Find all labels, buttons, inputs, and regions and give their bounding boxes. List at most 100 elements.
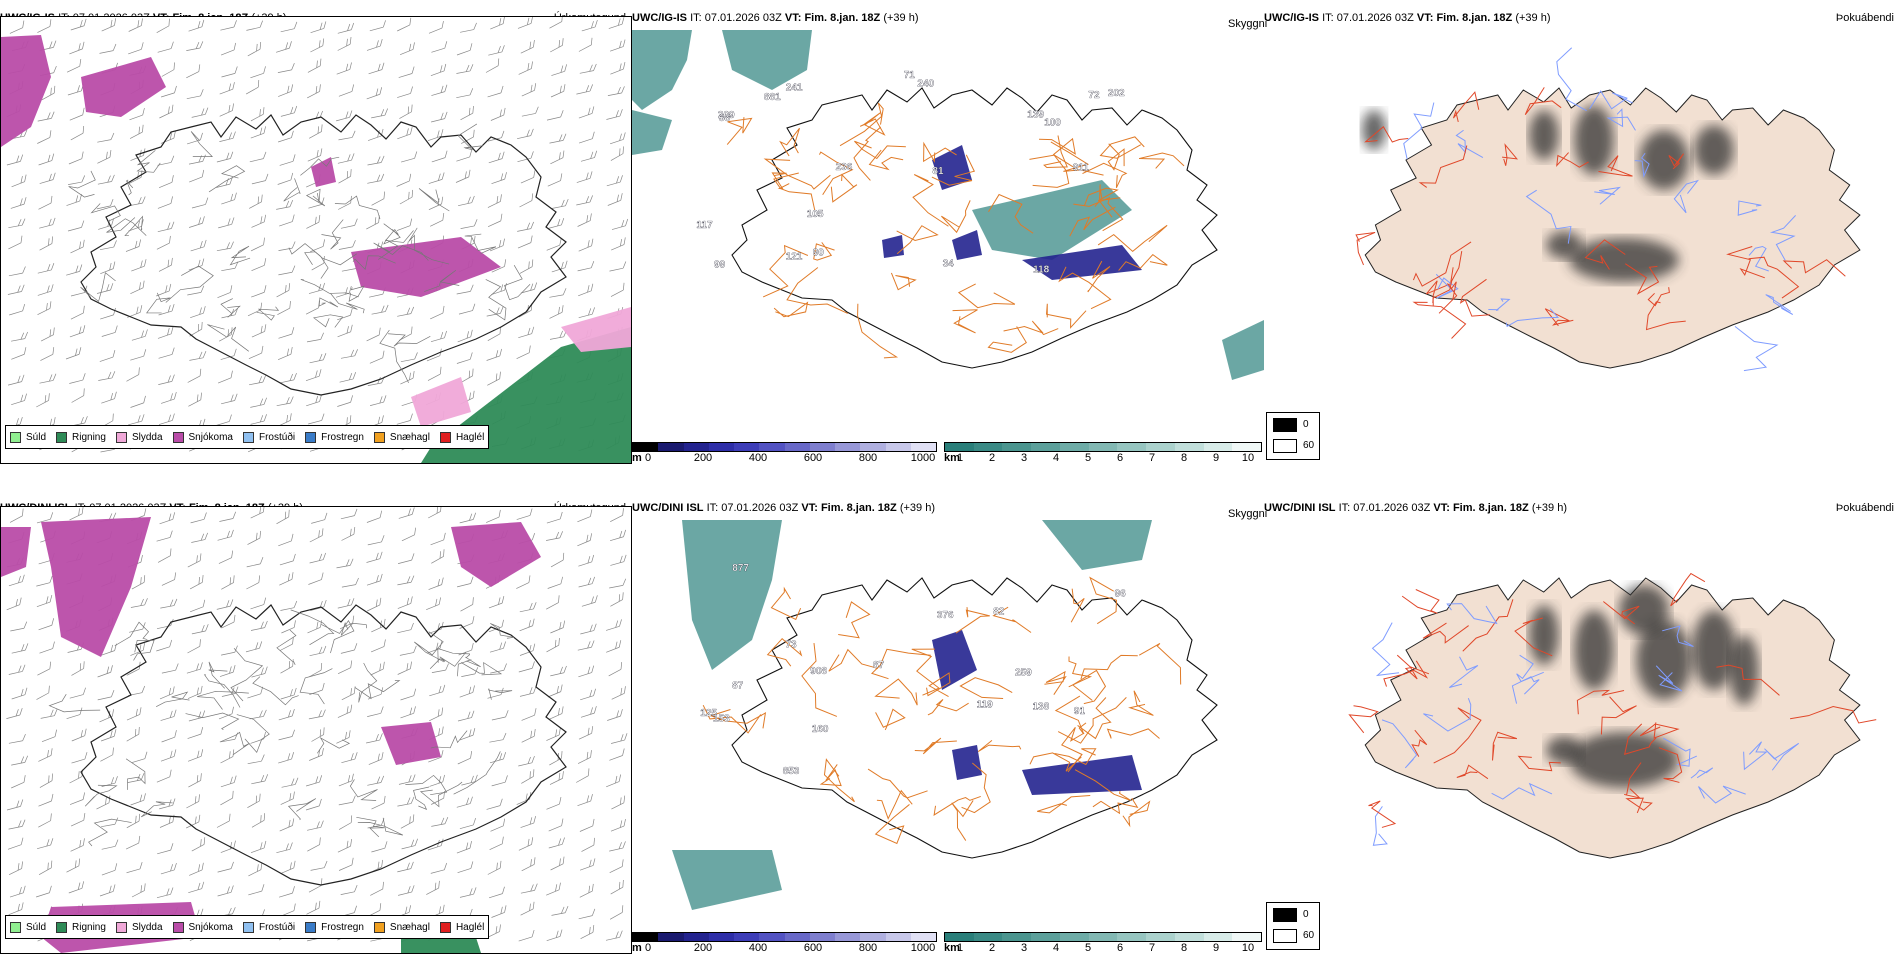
- road-line: [1348, 705, 1379, 734]
- river-line: [1446, 603, 1498, 625]
- road-line: [373, 242, 429, 261]
- precip-legend: Súld Rigning Slydda Snjókoma Frostúði Frostre…: [5, 425, 490, 449]
- colorbar-step: [885, 443, 911, 451]
- road-line: [786, 267, 848, 314]
- precip-area: [411, 377, 471, 427]
- road-line: [1625, 797, 1653, 814]
- visibility-value-label: 121: [786, 251, 803, 262]
- iceland-land: [1364, 87, 1861, 369]
- road-line: [870, 648, 931, 680]
- low-visibility-area: [722, 30, 812, 90]
- road-line: [68, 170, 96, 198]
- model-name: UWC/IG-IS: [1264, 12, 1319, 24]
- road-line: [383, 223, 414, 243]
- colorbar-step: [910, 933, 936, 941]
- road-line: [1576, 689, 1625, 715]
- visibility-map: 853 119 908 160 91 82 87 96 259 125 73 138 87 153 877 3…: [672, 520, 1218, 910]
- road-line: [1107, 143, 1125, 171]
- fog-area: [1529, 110, 1559, 160]
- river-line: [1505, 308, 1560, 328]
- road-line: [287, 798, 316, 821]
- road-line: [1556, 152, 1589, 168]
- panel-header: UWC/IG-IS IT: 07.01.2026 03Z VT: Fim. 8.…: [632, 12, 1264, 28]
- road-line: [485, 279, 507, 321]
- legend-label: Haglél: [455, 431, 485, 443]
- legend-swatch: [56, 921, 68, 933]
- colorbar-tick: 400: [748, 452, 768, 464]
- road-line: [1128, 690, 1154, 716]
- road-line: [923, 141, 957, 163]
- colorbar-gradient: [944, 442, 1262, 452]
- issue-time: 07.01.2026 03Z: [704, 12, 782, 24]
- road-line: [437, 648, 471, 663]
- road-line: [1790, 705, 1877, 724]
- model-name: UWC/DINI ISL: [1264, 502, 1336, 514]
- road-line: [874, 678, 918, 706]
- colorbar-step: [1146, 443, 1175, 451]
- road-line: [358, 662, 378, 703]
- visibility-value-label: 88: [719, 113, 731, 124]
- visibility-panel: UWC/DINI ISL IT: 07.01.2026 03Z VT: Fim.…: [632, 490, 1264, 960]
- river-line: [1511, 676, 1540, 704]
- road-line: [330, 293, 365, 314]
- colorbar-tick: 6: [1116, 942, 1124, 954]
- fog-key: 0 60: [1266, 902, 1320, 950]
- colorbar-tick: 7: [1148, 452, 1156, 464]
- colorbar-step: [734, 933, 760, 941]
- road-line: [854, 140, 906, 160]
- road-line: [1029, 752, 1082, 772]
- road-line: [340, 622, 367, 636]
- road-line: [114, 621, 150, 647]
- road-line: [1452, 91, 1480, 123]
- road-line: [1043, 135, 1068, 169]
- road-line: [952, 309, 978, 334]
- road-line: [951, 800, 974, 841]
- precip-map: Súld Rigning Slydda Snjókoma Frostúði Frostre…: [0, 504, 632, 954]
- colorbar-tick: 3: [1020, 942, 1028, 954]
- road-line: [702, 704, 762, 734]
- legend-label: Haglél: [455, 921, 485, 933]
- river-line: [1372, 806, 1388, 846]
- road-line: [830, 173, 858, 203]
- road-line: [1433, 707, 1482, 764]
- precip-type-panel: UWC/DINI ISL IT: 07.01.2026 03Z VT: Fim.…: [0, 490, 632, 960]
- low-visibility-area: [1042, 520, 1152, 570]
- colorbar-tick: 200: [693, 942, 713, 954]
- colorbar-tick: 3: [1020, 452, 1028, 464]
- visibility-value-label: 81: [932, 166, 944, 177]
- river-line: [1634, 152, 1650, 179]
- road-line: [414, 631, 445, 663]
- road-line: [408, 227, 450, 265]
- road-line: [859, 111, 886, 136]
- river-line: [1655, 665, 1683, 692]
- colorbar-step: [1174, 443, 1204, 451]
- model-name: UWC/IG-IS: [632, 12, 687, 24]
- road-line: [1401, 589, 1440, 614]
- colorbar-step: [633, 933, 659, 941]
- river-line: [1748, 245, 1769, 272]
- precip-area: [311, 157, 336, 187]
- fog-area: [1574, 105, 1614, 175]
- visibility-value-label: 160: [812, 724, 829, 735]
- road-line: [348, 285, 365, 302]
- road-line: [48, 694, 101, 713]
- road-line: [1097, 224, 1168, 253]
- legend-swatch: [373, 921, 385, 933]
- legend-label: Snæhagl: [389, 921, 430, 933]
- river-line: [1381, 719, 1418, 769]
- road-line: [1625, 263, 1660, 295]
- road-line: [1524, 87, 1562, 116]
- river-line: [1491, 782, 1553, 800]
- colorbar-step: [1117, 933, 1147, 941]
- river-line: [1743, 741, 1768, 771]
- legend-item: Frostúði: [242, 921, 295, 933]
- legend-swatch: [10, 921, 21, 933]
- visibility-value-label: 87: [873, 660, 885, 671]
- colorbar-tick: 0: [644, 942, 652, 954]
- road-line: [927, 699, 969, 716]
- road-line: [155, 691, 190, 708]
- road-line: [1106, 728, 1160, 739]
- road-line: [356, 816, 385, 838]
- colorbar-step: [759, 443, 785, 451]
- lead-time: (+39 h): [1515, 12, 1551, 24]
